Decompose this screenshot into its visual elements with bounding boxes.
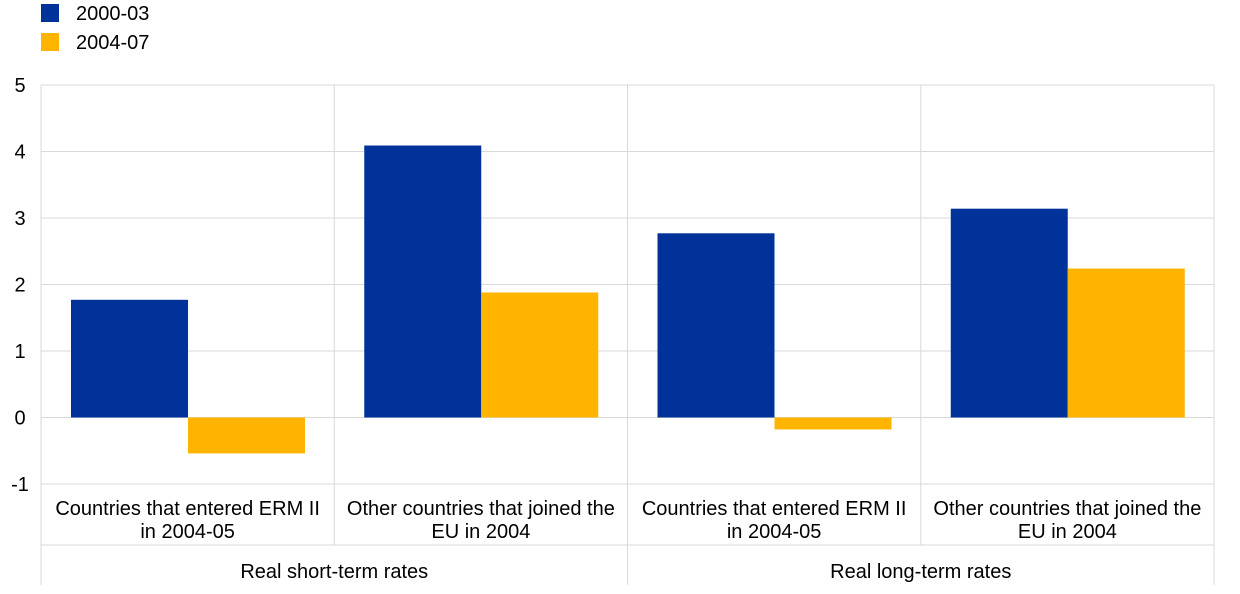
category-label: EU in 2004: [1018, 521, 1117, 543]
category-label: in 2004-05: [140, 521, 235, 543]
legend-label: 2004-07: [76, 32, 149, 54]
y-tick-label: 1: [14, 341, 25, 363]
bar-2004-07-1: [481, 292, 599, 418]
legend-swatch-2004-07: [41, 33, 59, 51]
y-tick-label: -1: [11, 474, 29, 496]
y-tick-label: 5: [14, 75, 25, 97]
y-tick-label: 4: [14, 142, 25, 164]
y-tick-label: 3: [14, 208, 25, 230]
group-label: Real short-term rates: [240, 561, 428, 583]
bar-2000-03-0: [71, 299, 188, 418]
category-label: Other countries that joined the: [347, 498, 615, 520]
legend-label: 2000-03: [76, 3, 149, 25]
bar-2004-07-3: [1067, 268, 1185, 418]
category-label: EU in 2004: [431, 521, 530, 543]
category-label: in 2004-05: [727, 521, 822, 543]
group-label: Real long-term rates: [830, 561, 1011, 583]
bar-2000-03-1: [364, 145, 482, 418]
legend-swatch-2000-03: [41, 4, 59, 22]
bar-2000-03-3: [950, 208, 1068, 418]
bar-2000-03-2: [657, 233, 775, 418]
category-label: Other countries that joined the: [933, 498, 1201, 520]
legend: 2000-03 2004-07: [41, 3, 149, 54]
bars: [71, 145, 1185, 454]
bar-2004-07-0: [188, 417, 305, 454]
y-tick-label: 0: [14, 408, 25, 430]
category-label: Countries that entered ERM II: [55, 498, 320, 520]
category-label: Countries that entered ERM II: [642, 498, 907, 520]
y-tick-label: 2: [14, 275, 25, 297]
bar-2004-07-2: [774, 417, 892, 430]
